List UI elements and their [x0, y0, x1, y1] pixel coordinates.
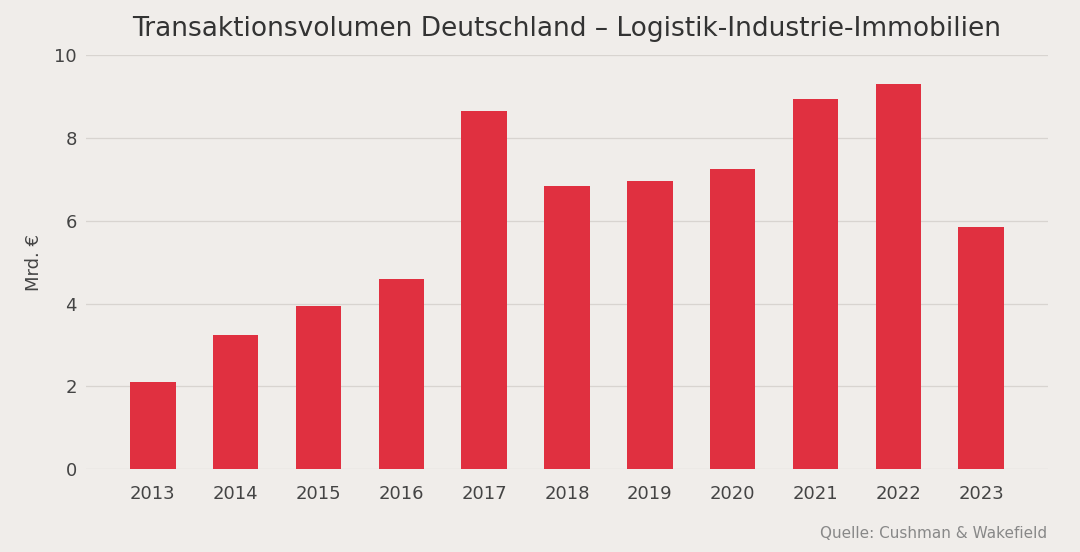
Y-axis label: Mrd. €: Mrd. € — [25, 233, 43, 291]
Bar — [958, 227, 1004, 469]
Bar — [876, 84, 921, 469]
Bar — [544, 185, 590, 469]
Bar — [461, 111, 507, 469]
Bar — [296, 306, 341, 469]
Title: Transaktionsvolumen Deutschland – Logistik-Industrie-Immobilien: Transaktionsvolumen Deutschland – Logist… — [133, 16, 1001, 42]
Bar — [379, 279, 424, 469]
Bar — [130, 382, 176, 469]
Bar — [793, 99, 838, 469]
Bar — [213, 335, 258, 469]
Text: Quelle: Cushman & Wakefield: Quelle: Cushman & Wakefield — [821, 526, 1048, 541]
Bar — [627, 182, 673, 469]
Bar — [710, 169, 755, 469]
